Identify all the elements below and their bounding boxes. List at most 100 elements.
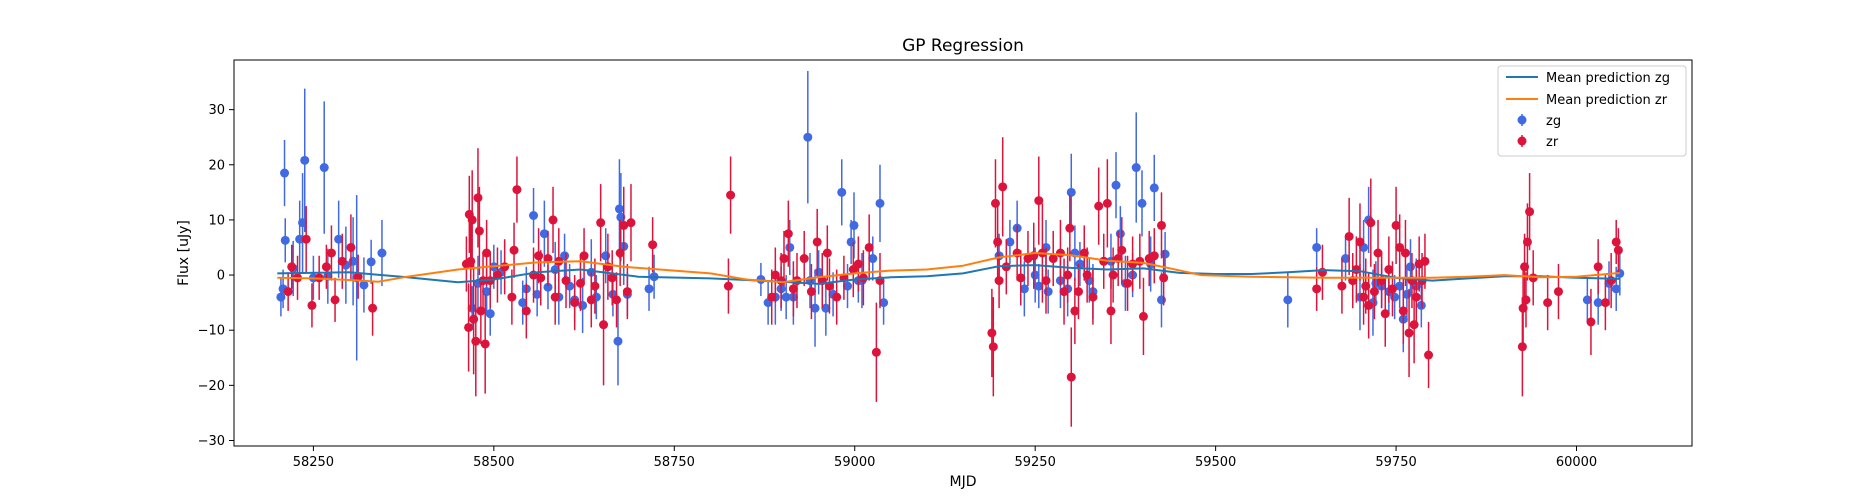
zr-point (1409, 320, 1419, 330)
y-tick-label: 10 (208, 213, 225, 228)
zg-point (1137, 198, 1147, 208)
zg-point (1019, 284, 1029, 294)
y-axis-label: Flux [uJy] (176, 220, 192, 286)
zg-point (1341, 254, 1351, 264)
zr-point (307, 300, 317, 310)
x-tick-label: 60000 (1556, 455, 1597, 470)
zg-point (803, 132, 813, 142)
zr-point (599, 320, 609, 330)
zg-point (485, 309, 495, 319)
zr-point (507, 292, 517, 302)
zr-point (301, 234, 311, 244)
y-tick-label: −10 (198, 324, 225, 339)
zr-errorbars (283, 137, 1623, 427)
zr-point (1135, 256, 1145, 266)
y-axis-ticks: −30 −20 −10 0 10 20 30 (198, 103, 234, 449)
y-tick-label: 20 (208, 158, 225, 173)
zg-point (1149, 183, 1159, 193)
zg-point (1582, 295, 1592, 305)
zr-point (1070, 306, 1080, 316)
zr-point (346, 242, 356, 252)
zr-point (321, 262, 331, 272)
zr-point (473, 193, 483, 203)
zg-point (280, 168, 290, 178)
zr-point (988, 342, 998, 352)
zg-point (1390, 292, 1400, 302)
zg-point (560, 251, 570, 261)
zg-point (1312, 242, 1322, 252)
zr-point (607, 273, 617, 283)
zg-point (366, 257, 376, 267)
zr-point (1065, 223, 1075, 233)
zr-point (1424, 350, 1434, 360)
zg-point (529, 211, 539, 221)
zr-point (561, 276, 571, 286)
zr-point (492, 270, 502, 280)
zr-point (464, 322, 474, 332)
zr-point (1108, 270, 1118, 280)
zr-point (536, 273, 546, 283)
x-tick-label: 59500 (1195, 455, 1236, 470)
zr-point (1521, 295, 1531, 305)
zr-point (779, 254, 789, 264)
x-tick-label: 59250 (1014, 455, 1055, 470)
zr-point (990, 198, 1000, 208)
zr-point (1337, 281, 1347, 291)
zr-point (1586, 317, 1596, 327)
legend-label-zr-line: Mean prediction zr (1546, 93, 1668, 108)
x-tick-label: 58750 (654, 455, 695, 470)
legend-label-zg: zg (1546, 114, 1561, 129)
zr-point (1391, 220, 1401, 230)
zg-point (1406, 262, 1416, 272)
zr-point (570, 298, 580, 308)
legend-label-zr: zr (1546, 135, 1559, 150)
zg-point (276, 292, 286, 302)
zr-point (326, 248, 336, 258)
y-tick-label: 0 (217, 269, 225, 284)
zr-point (586, 295, 596, 305)
zr-point (1404, 328, 1414, 338)
zr-point (337, 256, 347, 266)
zr-point (1106, 306, 1116, 316)
zr-point (822, 248, 832, 258)
zr-point (474, 226, 484, 236)
zg-point (1131, 163, 1141, 173)
zr-point (1079, 248, 1089, 258)
zr-point (1420, 256, 1430, 266)
zr-point (998, 182, 1008, 192)
zr-point (806, 287, 816, 297)
zr-point (512, 185, 522, 195)
zg-point (810, 303, 820, 313)
zr-point (1102, 198, 1112, 208)
zr-point (1522, 237, 1532, 247)
zr-point (1094, 201, 1104, 211)
zr-point (500, 262, 510, 272)
zr-point (476, 306, 486, 316)
zr-point (521, 306, 531, 316)
legend: Mean prediction zg Mean prediction zr zg… (1497, 65, 1687, 157)
zg-point (644, 284, 654, 294)
zr-point (283, 287, 293, 297)
zr-point (1525, 207, 1535, 217)
zg-point (295, 234, 305, 244)
zr-point (783, 229, 793, 239)
chart-title: GP Regression (902, 36, 1024, 56)
zg-point (543, 282, 553, 292)
zg-point (467, 303, 477, 313)
zg-point (814, 267, 824, 277)
zg-point (578, 300, 588, 310)
zr-point (1361, 281, 1371, 291)
zg-point (1075, 259, 1085, 269)
zr-point (723, 281, 733, 291)
zg-point (1156, 295, 1166, 305)
zg-point (518, 298, 528, 308)
zr-point (1041, 276, 1051, 286)
zr-point (1520, 262, 1530, 272)
legend-label-zg-line: Mean prediction zg (1546, 71, 1670, 86)
zr-point (466, 256, 476, 266)
zr-point (1351, 265, 1361, 275)
zr-point (1312, 284, 1322, 294)
zr-point (619, 220, 629, 230)
mean-prediction-zr-line (277, 252, 1620, 284)
